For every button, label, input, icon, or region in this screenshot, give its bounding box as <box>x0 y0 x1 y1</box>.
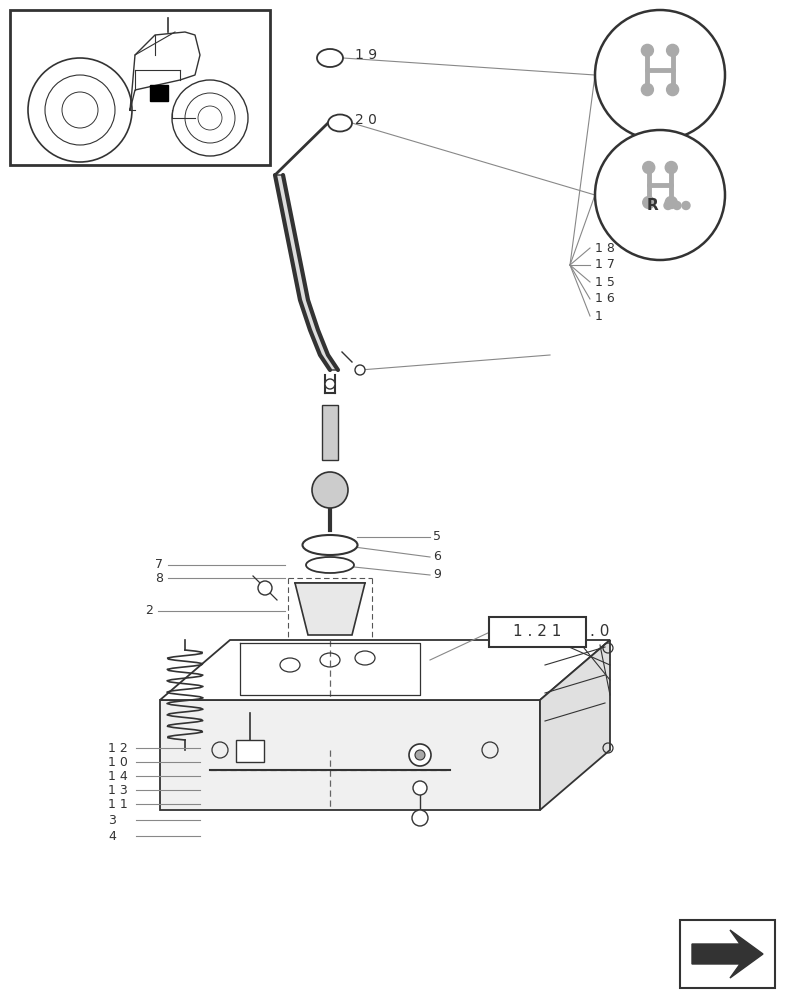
Circle shape <box>642 196 654 209</box>
Ellipse shape <box>306 557 354 573</box>
Circle shape <box>258 581 272 595</box>
Circle shape <box>673 202 681 210</box>
Bar <box>236 740 264 762</box>
Text: 2 0: 2 0 <box>355 113 377 127</box>
Circle shape <box>642 84 654 96</box>
Text: 1 5: 1 5 <box>595 275 615 288</box>
Circle shape <box>409 744 431 766</box>
Circle shape <box>325 379 335 389</box>
Circle shape <box>667 44 679 56</box>
Ellipse shape <box>317 49 343 67</box>
Bar <box>10 10 270 165</box>
Circle shape <box>355 365 365 375</box>
Text: 2: 2 <box>145 604 153 617</box>
Text: 1: 1 <box>595 310 603 322</box>
Circle shape <box>312 472 348 508</box>
Polygon shape <box>160 640 610 700</box>
Bar <box>322 405 338 460</box>
Text: 7: 7 <box>155 558 163 572</box>
Circle shape <box>595 130 725 260</box>
Circle shape <box>642 44 654 56</box>
Text: 1 1: 1 1 <box>108 798 128 810</box>
Bar <box>150 85 168 101</box>
Text: 1 7: 1 7 <box>595 258 615 271</box>
Text: 5: 5 <box>433 530 441 544</box>
Polygon shape <box>295 583 365 635</box>
Text: . 0: . 0 <box>590 624 609 640</box>
Text: 9: 9 <box>433 568 441 582</box>
Text: 4: 4 <box>108 830 116 842</box>
Circle shape <box>667 84 679 96</box>
Polygon shape <box>692 930 763 978</box>
Circle shape <box>412 810 428 826</box>
Ellipse shape <box>328 114 352 131</box>
Circle shape <box>665 161 677 174</box>
Text: 3: 3 <box>108 814 116 826</box>
Circle shape <box>413 781 427 795</box>
Text: 1 6: 1 6 <box>595 292 615 306</box>
Circle shape <box>664 202 672 210</box>
Circle shape <box>415 750 425 760</box>
Circle shape <box>665 196 677 209</box>
Bar <box>680 920 775 988</box>
Polygon shape <box>540 640 610 810</box>
FancyBboxPatch shape <box>489 617 586 647</box>
Text: 1 3: 1 3 <box>108 784 128 796</box>
Ellipse shape <box>302 535 357 555</box>
Text: 1 9: 1 9 <box>355 48 377 62</box>
Text: 8: 8 <box>155 572 163 584</box>
Circle shape <box>682 202 690 210</box>
Polygon shape <box>160 700 540 810</box>
Text: R: R <box>646 198 658 213</box>
Text: 1 0: 1 0 <box>108 756 128 768</box>
Polygon shape <box>275 175 338 370</box>
Text: 1 4: 1 4 <box>108 770 128 782</box>
Circle shape <box>642 161 654 174</box>
Circle shape <box>595 10 725 140</box>
Text: 1 2: 1 2 <box>108 742 128 754</box>
Text: 6: 6 <box>433 550 441 564</box>
Text: 1 . 2 1: 1 . 2 1 <box>513 624 562 640</box>
Text: 1 8: 1 8 <box>595 241 615 254</box>
